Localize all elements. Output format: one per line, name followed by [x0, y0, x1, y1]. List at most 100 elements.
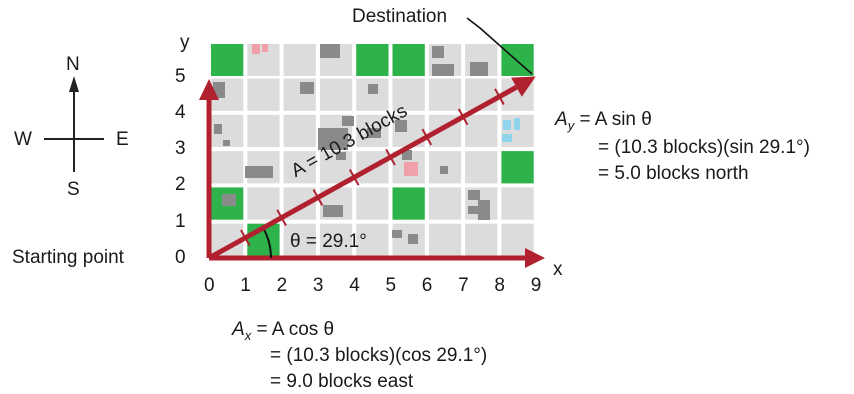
city-block — [211, 151, 244, 184]
angle-label: θ = 29.1° — [290, 231, 367, 252]
ay-equation: Ay = A sin θ — [555, 110, 652, 132]
city-block — [319, 223, 353, 256]
city-block — [247, 78, 280, 111]
y-tick-label: 2 — [175, 174, 186, 196]
compass-north-label: N — [66, 54, 80, 75]
city-block — [283, 151, 316, 184]
building — [408, 234, 418, 244]
y-tick-label: 0 — [175, 247, 186, 268]
x-tick-label: 0 — [204, 275, 215, 296]
building — [502, 134, 512, 142]
x-tick-label: 2 — [276, 275, 288, 296]
building — [323, 205, 343, 217]
city-block — [465, 223, 498, 256]
building — [320, 44, 340, 58]
ax-equation-line2: = (10.3 blocks)(cos 29.1°) — [270, 345, 488, 366]
x-tick-label: 3 — [312, 275, 324, 296]
x-axis-label: x — [553, 259, 563, 280]
x-tick-label: 4 — [349, 275, 360, 296]
building — [503, 120, 511, 130]
building — [245, 166, 273, 178]
city-block — [392, 78, 425, 111]
building — [336, 152, 346, 160]
park-block — [356, 44, 389, 76]
city-block — [283, 223, 316, 256]
park-block — [392, 44, 425, 76]
building — [222, 194, 236, 206]
starting-point-label: Starting point — [12, 247, 124, 268]
building — [395, 120, 407, 132]
destination-leader — [466, 17, 533, 75]
ay-equation-line2: = (10.3 blocks)(sin 29.1°) — [598, 137, 810, 158]
building — [478, 200, 490, 220]
park-block — [501, 151, 534, 184]
compass-rose — [44, 76, 104, 172]
building — [318, 128, 348, 150]
city-block — [283, 114, 316, 148]
destination-label: Destination — [352, 6, 448, 27]
ay-subscript: y — [567, 117, 575, 133]
building — [440, 166, 448, 174]
x-tick-label: 9 — [530, 275, 542, 296]
building — [402, 150, 412, 160]
x-tick-label: 7 — [458, 275, 469, 296]
building — [300, 82, 314, 94]
building — [432, 64, 454, 76]
compass-south-label: S — [67, 179, 80, 200]
ax-equation-line3: = 9.0 blocks east — [270, 371, 414, 392]
building — [252, 44, 260, 54]
city-block — [465, 151, 498, 184]
city-block — [319, 78, 353, 111]
city-block — [428, 187, 462, 220]
city-block — [356, 223, 389, 256]
city-block — [428, 78, 462, 111]
x-tick-label: 8 — [494, 275, 505, 296]
building — [367, 128, 381, 138]
y-tick-label: 4 — [175, 101, 186, 123]
city-block — [465, 114, 498, 148]
building — [514, 118, 520, 130]
ax-subscript: x — [244, 327, 252, 343]
x-tick-label: 1 — [240, 275, 251, 296]
x-tick-label: 6 — [421, 275, 433, 296]
building — [342, 116, 354, 126]
building — [262, 44, 268, 52]
park-block — [211, 44, 244, 76]
building — [223, 140, 230, 146]
city-block — [283, 44, 316, 76]
ax-equation: Ax = A cos θ — [232, 320, 334, 342]
park-block — [392, 187, 425, 220]
ax-symbol: A — [232, 319, 245, 340]
compass-east-label: E — [116, 129, 129, 150]
displacement-vector-arrowhead — [511, 76, 536, 97]
building — [392, 230, 402, 238]
city-block — [247, 114, 280, 148]
city-block — [356, 78, 389, 111]
ay-formula: = A sin θ — [574, 109, 652, 130]
building — [404, 162, 418, 176]
y-tick-label: 5 — [175, 65, 186, 87]
building — [368, 84, 378, 94]
building — [468, 206, 478, 214]
building — [214, 124, 222, 134]
north-arrow-icon — [69, 76, 79, 92]
displacement-vector — [207, 84, 518, 261]
axes — [199, 79, 545, 268]
ay-equation-line3: = 5.0 blocks north — [598, 163, 749, 184]
building — [468, 190, 480, 200]
city-block — [247, 187, 280, 220]
y-tick-label: 3 — [175, 138, 186, 160]
city-block — [501, 187, 534, 220]
building — [432, 46, 444, 58]
compass-west-label: W — [14, 129, 32, 150]
y-axis-arrowhead — [199, 79, 219, 100]
x-tick-label: 5 — [385, 275, 397, 296]
ax-formula: = A cos θ — [251, 319, 335, 340]
x-axis-arrowhead — [525, 248, 545, 268]
y-tick-label: 1 — [175, 210, 186, 232]
city-block — [428, 223, 462, 256]
ay-symbol: A — [555, 109, 568, 130]
y-axis-label: y — [180, 32, 190, 53]
